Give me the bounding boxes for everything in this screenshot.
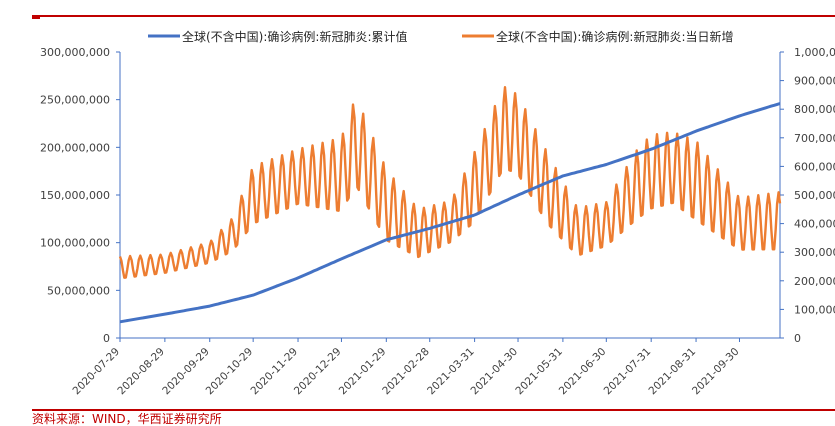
legend-label-daily: 全球(不含中国):确诊病例:新冠肺炎:当日新增 (496, 29, 734, 44)
x-tick-label: 2020-10-29 (204, 346, 256, 398)
chart-axes: 0 50,000,000 100,000,000 150,000,000 200,000… (40, 46, 835, 397)
series-daily-line (118, 86, 782, 279)
right-tick-label: 1,000,000 (794, 46, 835, 59)
x-tick-label: 2021-04-30 (469, 346, 521, 398)
x-tick-label: 2020-12-29 (292, 346, 344, 398)
legend-label-cumulative: 全球(不含中国):确诊病例:新冠肺炎:累计值 (182, 29, 408, 44)
bottom-rule (32, 409, 835, 411)
left-tick-label: 50,000,000 (47, 284, 110, 297)
left-tick-label: 250,000,000 (40, 94, 110, 107)
right-tick-label: 500,000 (794, 189, 835, 202)
source-note: 资料来源：WIND，华西证券研究所 (32, 412, 222, 426)
right-tick-label: 400,000 (794, 218, 835, 231)
series-cumulative-line (119, 102, 781, 324)
right-tick-label: 800,000 (794, 103, 835, 116)
x-tick-label: 2021-02-28 (380, 346, 432, 398)
right-tick-label: 100,000 (794, 303, 835, 316)
x-tick-label: 2020-08-29 (115, 346, 167, 398)
right-tick-label: 600,000 (794, 160, 835, 173)
left-tick-label: 150,000,000 (40, 189, 110, 202)
plot-area (118, 86, 782, 324)
x-tick-label: 2021-07-31 (602, 346, 654, 398)
x-tick-label: 2020-07-29 (70, 346, 122, 398)
left-tick-label: 0 (103, 332, 110, 345)
left-tick-label: 100,000,000 (40, 237, 110, 250)
right-tick-label: 0 (794, 332, 801, 345)
right-tick-label: 300,000 (794, 246, 835, 259)
right-tick-label: 700,000 (794, 132, 835, 145)
x-tick-label: 2021-09-30 (690, 346, 742, 398)
top-rule (32, 15, 835, 17)
left-tick-label: 300,000,000 (40, 46, 110, 59)
left-tick-label: 200,000,000 (40, 141, 110, 154)
right-tick-label: 200,000 (794, 275, 835, 288)
right-tick-label: 900,000 (794, 75, 835, 88)
top-rule-accent (32, 15, 40, 19)
x-tick-label: 2021-06-30 (557, 346, 609, 398)
chart-legend: 全球(不含中国):确诊病例:新冠肺炎:累计值 全球(不含中国):确诊病例:新冠肺… (148, 29, 734, 44)
